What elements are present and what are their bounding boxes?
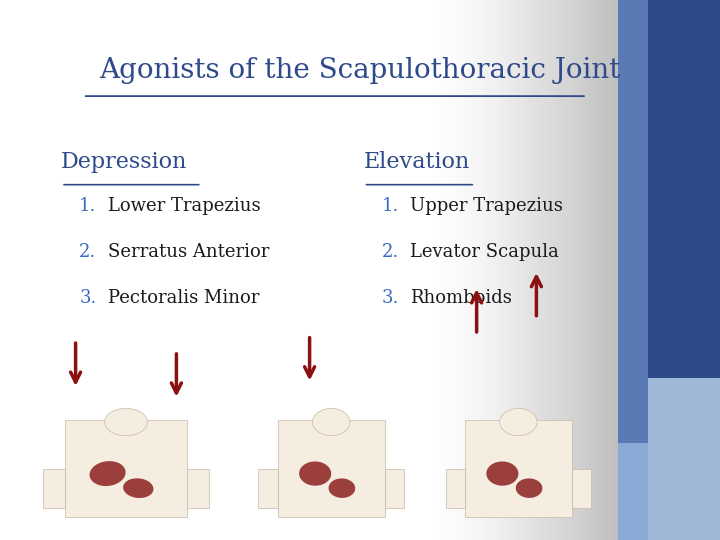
Bar [648,0,720,378]
Text: 1.: 1. [382,197,399,215]
Bar [648,378,720,540]
Bar [618,0,648,540]
Ellipse shape [299,462,331,485]
Ellipse shape [486,462,518,485]
Ellipse shape [500,408,537,436]
Text: Upper Trapezius: Upper Trapezius [410,197,563,215]
Ellipse shape [516,478,542,498]
Text: Agonists of the Scapulothoracic Joint: Agonists of the Scapulothoracic Joint [99,57,621,84]
Text: 3.: 3. [79,289,96,307]
Text: Lower Trapezius: Lower Trapezius [108,197,261,215]
Bar [572,469,591,508]
Bar [446,469,465,508]
Text: Levator Scapula: Levator Scapula [410,243,559,261]
Text: 2.: 2. [79,243,96,261]
Bar [278,420,384,517]
Ellipse shape [328,478,355,498]
Text: Pectoralis Minor: Pectoralis Minor [108,289,259,307]
Ellipse shape [312,408,350,436]
Text: Serratus Anterior: Serratus Anterior [108,243,269,261]
Bar [258,469,278,508]
Ellipse shape [89,461,125,486]
Bar [42,469,65,508]
Ellipse shape [104,408,148,436]
Bar [384,469,404,508]
Text: 1.: 1. [79,197,96,215]
Text: Elevation: Elevation [364,151,470,173]
Text: Rhomboids: Rhomboids [410,289,512,307]
Bar [187,469,210,508]
Ellipse shape [123,478,153,498]
Bar [465,420,572,517]
Text: 2.: 2. [382,243,399,261]
Bar [618,443,648,540]
Bar [65,420,187,517]
Text: 3.: 3. [382,289,399,307]
Text: Depression: Depression [61,151,188,173]
